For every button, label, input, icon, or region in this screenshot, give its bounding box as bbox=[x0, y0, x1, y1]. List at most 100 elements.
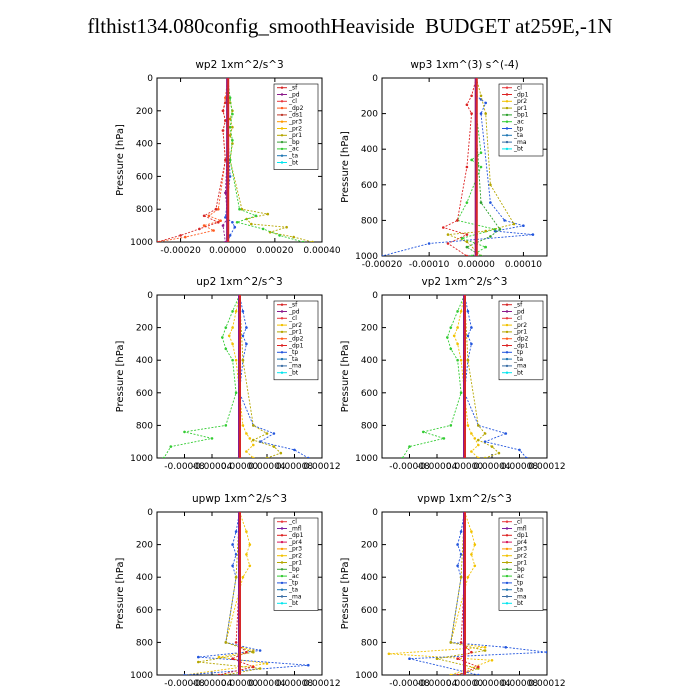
series-point bbox=[228, 134, 232, 137]
series-point bbox=[522, 224, 525, 227]
series-point bbox=[545, 650, 547, 654]
legend-entry: _tp bbox=[288, 580, 298, 587]
series-point bbox=[459, 358, 463, 362]
legend-entry: _bp1 bbox=[513, 112, 529, 119]
legend-entry: _bt bbox=[513, 146, 524, 153]
y-tick-label: 1000 bbox=[355, 454, 378, 464]
legend-entry: _ac bbox=[288, 146, 299, 153]
series-point bbox=[162, 456, 166, 458]
legend-marker bbox=[280, 364, 284, 368]
legend-marker bbox=[505, 364, 509, 368]
legend-marker bbox=[505, 134, 509, 137]
series-point bbox=[465, 165, 469, 169]
series-point bbox=[408, 657, 411, 660]
legend-marker bbox=[280, 323, 284, 327]
x-tick-label: 0.00004 bbox=[248, 679, 285, 689]
legend-entry: _dp2 bbox=[288, 336, 304, 343]
legend-entry: _pr1 bbox=[513, 105, 527, 112]
series-group bbox=[157, 78, 314, 242]
x-tick-label: -0.00020 bbox=[362, 260, 403, 270]
legend-entry: _dp1 bbox=[288, 532, 304, 539]
series-point bbox=[497, 451, 501, 455]
series-point bbox=[169, 445, 173, 448]
legend-marker bbox=[505, 568, 509, 571]
y-tick-label: 200 bbox=[136, 324, 153, 334]
series-point bbox=[466, 310, 470, 313]
legend-entry: _dp2 bbox=[513, 336, 529, 343]
series-line-pr2 bbox=[184, 512, 268, 675]
series-point bbox=[198, 227, 201, 231]
series-point bbox=[479, 165, 483, 169]
legend-marker bbox=[280, 595, 284, 598]
series-point bbox=[217, 655, 221, 659]
legend-entry: _pr3 bbox=[513, 546, 527, 553]
series-point bbox=[210, 437, 214, 440]
series-point bbox=[245, 553, 248, 556]
legend-marker bbox=[280, 330, 284, 334]
legend-marker bbox=[280, 540, 284, 544]
legend-entry: _mfl bbox=[513, 525, 527, 532]
x-tick-label: 0.00012 bbox=[528, 462, 565, 472]
x-tick-label: -0.00004 bbox=[417, 462, 458, 472]
x-tick-label: -0.00010 bbox=[409, 260, 450, 270]
series-point bbox=[470, 553, 473, 556]
series-point bbox=[202, 224, 206, 227]
legend-entry: _ma bbox=[513, 363, 527, 370]
legend-entry: _sf bbox=[288, 302, 298, 309]
x-tick-label: 0.00010 bbox=[505, 260, 542, 270]
series-point bbox=[252, 665, 255, 669]
legend-entry: _pr2 bbox=[288, 322, 302, 329]
series-point bbox=[435, 657, 439, 660]
legend-marker bbox=[505, 357, 509, 361]
series-point bbox=[224, 673, 228, 675]
legend-entry: _ac bbox=[513, 119, 524, 126]
legend-entry: _ma bbox=[288, 363, 302, 370]
series-point bbox=[484, 245, 488, 249]
legend-entry: _sf bbox=[288, 85, 298, 92]
x-tick-label: -0.00004 bbox=[417, 679, 458, 689]
series-point bbox=[183, 430, 186, 434]
legend-entry: _ta bbox=[513, 132, 523, 139]
series-point bbox=[470, 254, 473, 256]
legend-marker bbox=[280, 161, 284, 164]
series-point bbox=[231, 358, 234, 362]
series-point bbox=[272, 445, 276, 448]
series-point bbox=[449, 641, 453, 644]
legend-entry: _bt bbox=[513, 370, 524, 377]
legend-entry: _pr1 bbox=[513, 329, 527, 336]
legend-marker bbox=[505, 303, 509, 306]
series-point bbox=[266, 212, 270, 216]
series-point bbox=[228, 175, 232, 178]
series-point bbox=[265, 432, 269, 435]
x-tick-label: 0.00008 bbox=[276, 462, 313, 472]
series-point bbox=[449, 347, 453, 351]
series-point bbox=[241, 358, 245, 362]
series-point bbox=[459, 530, 463, 533]
series-point bbox=[518, 448, 521, 452]
series-point bbox=[184, 235, 187, 239]
y-tick-label: 600 bbox=[136, 606, 153, 616]
legend-entry: _tp bbox=[288, 349, 298, 356]
series-point bbox=[465, 233, 469, 236]
series-point bbox=[202, 214, 206, 218]
y-tick-label: 1000 bbox=[355, 252, 378, 262]
series-point bbox=[307, 456, 310, 458]
y-tick-label: 400 bbox=[361, 573, 378, 583]
series-point bbox=[301, 240, 305, 242]
series-point bbox=[221, 129, 225, 132]
series-point bbox=[490, 445, 494, 448]
legend-marker bbox=[505, 554, 509, 557]
series-point bbox=[459, 310, 463, 313]
series-point bbox=[234, 391, 238, 395]
series-line-ac bbox=[163, 295, 240, 458]
series-point bbox=[459, 575, 463, 579]
series-point bbox=[442, 437, 446, 440]
legend-entry: _pd bbox=[288, 91, 300, 98]
series-point bbox=[245, 326, 248, 329]
legend-box bbox=[498, 517, 544, 611]
series-point bbox=[224, 347, 228, 351]
series-point bbox=[473, 564, 477, 568]
y-axis-label: Pressure [hPa] bbox=[115, 558, 126, 630]
series-point bbox=[456, 358, 459, 362]
legend-entry: _ta bbox=[513, 356, 523, 363]
